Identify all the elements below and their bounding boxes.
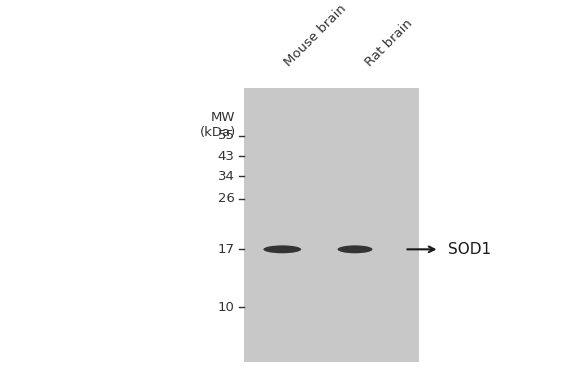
Text: 26: 26 bbox=[218, 192, 235, 205]
Text: 55: 55 bbox=[218, 129, 235, 142]
Text: Mouse brain: Mouse brain bbox=[282, 3, 349, 70]
Text: 17: 17 bbox=[218, 243, 235, 256]
Text: SOD1: SOD1 bbox=[448, 242, 491, 257]
Text: Rat brain: Rat brain bbox=[363, 17, 416, 70]
Text: 34: 34 bbox=[218, 170, 235, 183]
Text: 43: 43 bbox=[218, 150, 235, 163]
Text: MW
(kDa): MW (kDa) bbox=[200, 111, 236, 139]
Ellipse shape bbox=[263, 245, 301, 253]
Text: 10: 10 bbox=[218, 301, 235, 314]
Ellipse shape bbox=[338, 245, 372, 253]
Bar bbox=[244, 88, 419, 361]
